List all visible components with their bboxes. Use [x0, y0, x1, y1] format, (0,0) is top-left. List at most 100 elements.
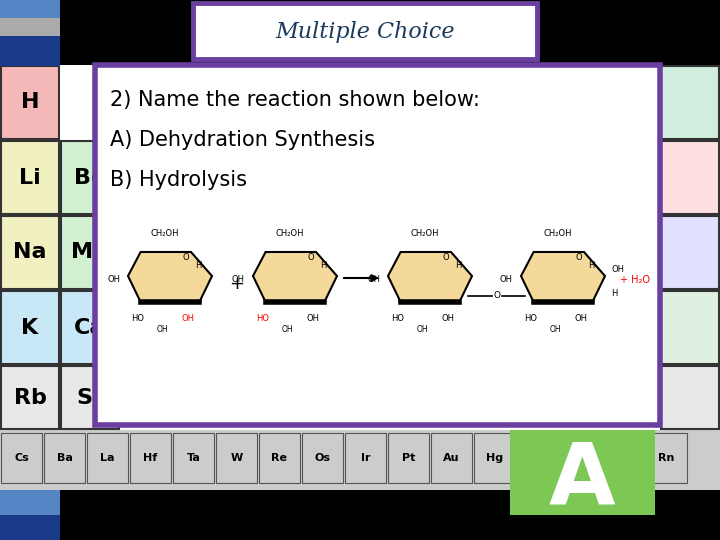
FancyBboxPatch shape [61, 291, 119, 364]
Text: Ta: Ta [186, 453, 200, 463]
FancyBboxPatch shape [661, 291, 719, 364]
FancyBboxPatch shape [517, 433, 558, 483]
FancyBboxPatch shape [474, 433, 515, 483]
Text: OH: OH [232, 275, 245, 285]
Bar [0, 430, 720, 490]
Text: OH: OH [156, 325, 168, 334]
FancyBboxPatch shape [646, 433, 687, 483]
Text: Hg: Hg [486, 453, 503, 463]
FancyBboxPatch shape [1, 366, 59, 429]
Text: O: O [307, 253, 315, 262]
Text: OH: OH [307, 314, 320, 323]
Text: + H₂O: + H₂O [620, 275, 650, 285]
Text: At: At [616, 453, 631, 463]
Text: OH: OH [367, 275, 380, 285]
FancyBboxPatch shape [388, 433, 429, 483]
Text: A: A [549, 438, 616, 522]
Text: W: W [230, 453, 243, 463]
Text: H: H [588, 260, 594, 269]
Text: Hf: Hf [143, 453, 158, 463]
Text: O: O [576, 253, 582, 262]
Text: H: H [320, 260, 326, 269]
FancyBboxPatch shape [173, 433, 214, 483]
FancyBboxPatch shape [661, 141, 719, 214]
Bar [60, 65, 660, 480]
FancyBboxPatch shape [431, 433, 472, 483]
FancyBboxPatch shape [61, 366, 119, 429]
Text: O: O [443, 253, 449, 262]
FancyBboxPatch shape [661, 366, 719, 429]
Bar [0, 515, 60, 540]
Text: Sr: Sr [76, 388, 104, 408]
Text: OH: OH [282, 325, 293, 334]
FancyBboxPatch shape [259, 433, 300, 483]
Polygon shape [521, 252, 605, 302]
Text: H: H [195, 260, 201, 269]
Polygon shape [253, 252, 337, 302]
Text: Multiple Choice: Multiple Choice [275, 21, 455, 43]
Text: CH₂OH: CH₂OH [544, 229, 572, 238]
Text: T: T [534, 453, 541, 463]
Text: Rn: Rn [658, 453, 675, 463]
Text: O: O [183, 253, 189, 262]
FancyBboxPatch shape [661, 216, 719, 289]
Text: OH: OH [500, 275, 513, 285]
FancyBboxPatch shape [61, 216, 119, 289]
Text: OH: OH [549, 325, 561, 334]
FancyBboxPatch shape [130, 433, 171, 483]
FancyBboxPatch shape [87, 433, 128, 483]
FancyBboxPatch shape [1, 141, 59, 214]
Text: OH: OH [575, 314, 588, 323]
Text: HO: HO [392, 314, 405, 323]
Text: CH₂OH: CH₂OH [410, 229, 439, 238]
FancyBboxPatch shape [1, 433, 42, 483]
Text: H: H [611, 289, 617, 299]
Text: Na: Na [13, 242, 47, 262]
Text: Os: Os [315, 453, 330, 463]
FancyBboxPatch shape [661, 66, 719, 139]
Text: HO: HO [256, 314, 269, 323]
Text: Au: Au [444, 453, 460, 463]
Text: Mg: Mg [71, 242, 109, 262]
FancyBboxPatch shape [95, 65, 660, 425]
Bar [0, 0, 60, 18]
Text: La: La [100, 453, 114, 463]
Text: Ca: Ca [74, 318, 106, 338]
Polygon shape [128, 252, 212, 302]
Text: OH: OH [107, 275, 120, 285]
Bar [0, 36, 60, 66]
FancyBboxPatch shape [345, 433, 386, 483]
FancyBboxPatch shape [1, 216, 59, 289]
FancyBboxPatch shape [61, 141, 119, 214]
Text: Pt: Pt [402, 453, 415, 463]
Text: A) Dehydration Synthesis: A) Dehydration Synthesis [110, 130, 375, 150]
FancyBboxPatch shape [302, 433, 343, 483]
FancyBboxPatch shape [560, 433, 601, 483]
Text: Be: Be [74, 167, 106, 187]
Bar [0, 18, 60, 36]
Text: Li: Li [19, 167, 41, 187]
Text: Ba: Ba [57, 453, 73, 463]
Text: K: K [22, 318, 39, 338]
Text: CH₂OH: CH₂OH [150, 229, 179, 238]
FancyBboxPatch shape [193, 3, 537, 59]
Text: Re: Re [271, 453, 287, 463]
Text: B) Hydrolysis: B) Hydrolysis [110, 170, 247, 190]
Bar [510, 430, 655, 515]
Text: H: H [455, 260, 462, 269]
Bar [0, 490, 60, 515]
Text: 2) Name the reaction shown below:: 2) Name the reaction shown below: [110, 90, 480, 110]
Text: O: O [493, 292, 500, 300]
Text: HO: HO [524, 314, 538, 323]
FancyBboxPatch shape [603, 433, 644, 483]
Text: Rb: Rb [14, 388, 46, 408]
Text: OH: OH [441, 314, 454, 323]
FancyBboxPatch shape [1, 291, 59, 364]
FancyBboxPatch shape [1, 66, 59, 139]
FancyBboxPatch shape [216, 433, 257, 483]
Text: OH: OH [181, 314, 194, 323]
Text: Ir: Ir [361, 453, 370, 463]
Text: CH₂OH: CH₂OH [276, 229, 305, 238]
Text: OH: OH [416, 325, 428, 334]
Polygon shape [388, 252, 472, 302]
